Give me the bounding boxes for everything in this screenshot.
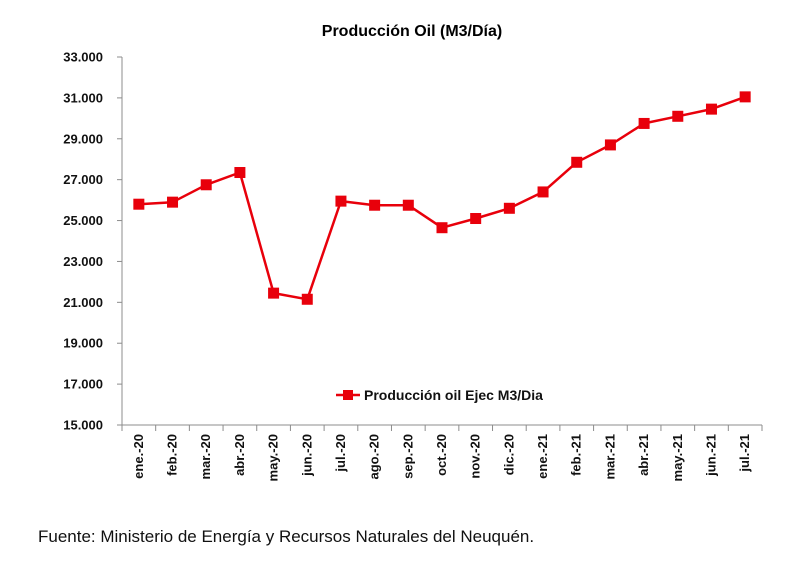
- data-point: [571, 156, 583, 168]
- x-tick-label: sep.-20: [400, 434, 415, 479]
- data-point: [436, 222, 448, 234]
- x-tick-label: jul.-21: [737, 434, 752, 473]
- axes: 15.000 17.000 19.000 21.000 23.000 25.000 27.0…: [63, 50, 763, 481]
- series-layer: [133, 91, 751, 305]
- data-point: [200, 179, 212, 191]
- x-tick-label: feb.-21: [569, 434, 584, 476]
- data-point: [133, 198, 145, 210]
- data-point: [638, 117, 650, 129]
- x-tick-label: jun.-21: [703, 434, 718, 477]
- x-tick-label: dic.-20: [501, 434, 516, 475]
- data-point: [268, 287, 280, 299]
- x-tick-label: mar.-21: [602, 434, 617, 480]
- data-point: [604, 139, 616, 151]
- x-tick-label: ene.-21: [535, 434, 550, 479]
- x-tick-label: may.-20: [266, 434, 281, 481]
- x-tick-label: abr.-21: [636, 434, 651, 476]
- chart-title: Producción Oil (M3/Día): [322, 23, 502, 40]
- x-tick-label: ene.-20: [131, 434, 146, 479]
- x-tick-label: jul.-20: [333, 434, 348, 473]
- y-tick-label: 33.000: [63, 50, 103, 65]
- x-tick-label: may.-21: [670, 434, 685, 481]
- series-line: [138, 95, 746, 301]
- y-tick-label: 19.000: [63, 336, 103, 351]
- line-chart: Producción Oil (M3/Día) 15.000 17.000 19.0…: [63, 23, 763, 481]
- legend-label: Producción oil Ejec M3/Dia: [364, 387, 543, 403]
- x-tick-label: nov.-20: [468, 434, 483, 479]
- y-tick-label: 15.000: [63, 418, 103, 433]
- legend: Producción oil Ejec M3/Dia: [336, 387, 543, 403]
- data-point: [167, 196, 179, 208]
- y-tick-label: 21.000: [63, 295, 103, 310]
- x-tick-label: oct.-20: [434, 434, 449, 476]
- data-point: [234, 167, 246, 179]
- legend-marker: [343, 390, 353, 400]
- x-tick-label: jun.-20: [299, 434, 314, 477]
- data-point: [402, 199, 414, 211]
- source-note: Fuente: Ministerio de Energía y Recursos…: [38, 527, 535, 546]
- x-tick-label: mar.-20: [198, 434, 213, 480]
- data-point: [369, 199, 381, 211]
- x-tick-label: ago.-20: [367, 434, 382, 480]
- x-tick-label: abr.-20: [232, 434, 247, 476]
- y-tick-label: 31.000: [63, 90, 103, 105]
- y-tick-label: 17.000: [63, 377, 103, 392]
- data-point: [739, 91, 751, 103]
- data-point: [301, 293, 313, 305]
- data-point: [537, 186, 549, 198]
- data-point: [470, 213, 482, 225]
- y-tick-label: 23.000: [63, 254, 103, 269]
- data-point: [335, 195, 347, 207]
- y-tick-label: 25.000: [63, 213, 103, 228]
- data-point: [705, 103, 717, 115]
- data-point: [672, 110, 684, 122]
- y-tick-label: 27.000: [63, 172, 103, 187]
- x-tick-label: feb.-20: [165, 434, 180, 476]
- y-tick-label: 29.000: [63, 131, 103, 146]
- data-point: [503, 202, 515, 214]
